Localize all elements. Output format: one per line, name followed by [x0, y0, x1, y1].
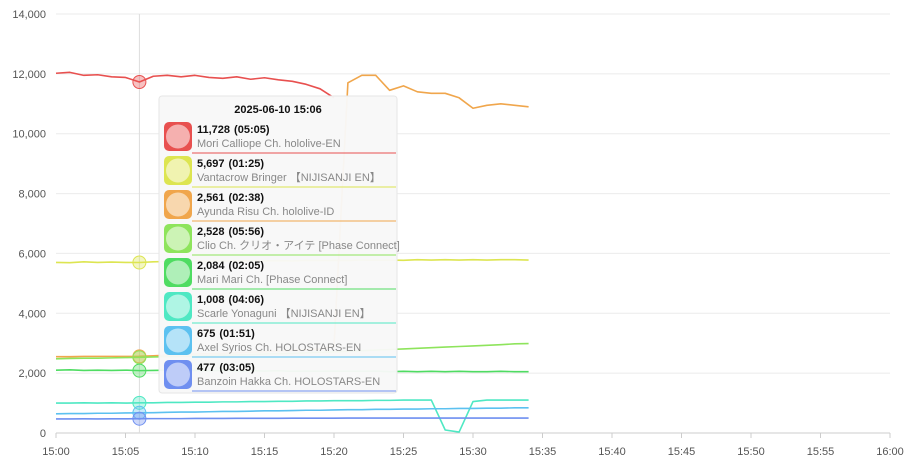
avatar-face: [166, 328, 190, 353]
tooltip-value-row: 2,084 (02:05): [197, 260, 264, 272]
tooltip-value-row: 1,008 (04:06): [197, 294, 264, 306]
tooltip-value: 11,728: [197, 124, 230, 136]
tooltip-value: 1,008: [197, 294, 225, 306]
tooltip-duration: (01:51): [219, 328, 255, 340]
tooltip-duration: (01:25): [229, 158, 265, 170]
x-tick-label: 15:20: [320, 446, 348, 458]
y-tick-label: 2,000: [18, 368, 46, 380]
hover-marker: [132, 350, 147, 365]
tooltip-name: Mari Mari Ch. [Phase Connect]: [197, 274, 347, 286]
tooltip-value: 2,561: [197, 192, 225, 204]
x-tick-label: 15:10: [181, 446, 209, 458]
tooltip-value: 675: [197, 328, 215, 340]
x-tick-label: 15:00: [42, 446, 70, 458]
tooltip-name: Mori Calliope Ch. hololive-EN: [197, 138, 341, 150]
series-line: [55, 71, 335, 99]
tooltip-value-row: 11,728 (05:05): [197, 124, 270, 136]
tooltip-name: Ayunda Risu Ch. hololive-ID: [197, 206, 334, 218]
x-tick-label: 15:35: [529, 446, 557, 458]
tooltip-duration: (04:06): [229, 294, 265, 306]
hover-marker: [132, 255, 147, 270]
x-tick-label: 15:15: [251, 446, 279, 458]
x-tick-label: 15:30: [459, 446, 487, 458]
avatar-face: [166, 158, 190, 183]
x-tick-label: 15:05: [112, 446, 140, 458]
x-tick-label: 15:40: [598, 446, 626, 458]
x-tick-label: 15:45: [668, 446, 696, 458]
avatar-face: [166, 294, 190, 319]
x-tick-label: 15:50: [737, 446, 765, 458]
tooltip-value: 5,697: [197, 158, 225, 170]
avatar-face: [166, 226, 190, 251]
y-tick-label: 12,000: [12, 69, 46, 81]
y-tick-label: 6,000: [18, 248, 46, 260]
tooltip-title: 2025-06-10 15:06: [234, 104, 321, 116]
hover-marker: [132, 363, 147, 378]
y-tick-label: 8,000: [18, 189, 46, 201]
tooltip-value-row: 675 (01:51): [197, 328, 255, 340]
y-tick-label: 14,000: [12, 9, 46, 21]
tooltip-duration: (02:38): [229, 192, 265, 204]
hover-marker: [132, 74, 147, 89]
series-line: [55, 407, 529, 415]
hover-marker: [132, 395, 147, 410]
tooltip-value-row: 5,697 (01:25): [197, 158, 264, 170]
x-tick-label: 16:00: [876, 446, 904, 458]
tooltip-value: 477: [197, 362, 215, 374]
tooltip: 2025-06-10 15:06 11,728 (05:05) Mori Callio…: [158, 95, 400, 394]
avatar-face: [166, 362, 190, 387]
tooltip-value: 2,528: [197, 226, 225, 238]
tooltip-name: Vantacrow Bringer 【NIJISANJI EN】: [197, 171, 381, 184]
avatar-face: [166, 192, 190, 217]
tooltip-duration: (02:05): [229, 260, 265, 272]
grid: 0 2,000 4,000 6,000 8,000 10,000 12,000 14,000 1…: [12, 9, 903, 458]
tooltip-value: 2,084: [197, 260, 225, 272]
tooltip-name: Scarle Yonaguni 【NIJISANJI EN】: [197, 307, 371, 320]
tooltip-name: Axel Syrios Ch. HOLOSTARS-EN: [197, 342, 361, 354]
tooltip-value-row: 477 (03:05): [197, 362, 255, 374]
tooltip-duration: (03:05): [219, 362, 255, 374]
y-tick-label: 0: [40, 428, 46, 440]
tooltip-name: Clio Ch. クリオ・アイテ [Phase Connect]: [197, 239, 400, 252]
avatar-face: [166, 124, 190, 149]
tooltip-value-row: 2,528 (05:56): [197, 226, 264, 238]
avatar-face: [166, 260, 190, 285]
tooltip-box: [158, 95, 398, 394]
tooltip-duration: (05:56): [229, 226, 265, 238]
series-line: [56, 399, 529, 433]
y-tick-label: 4,000: [18, 308, 46, 320]
tooltip-value-row: 2,561 (02:38): [197, 192, 264, 204]
tooltip-duration: (05:05): [234, 124, 270, 136]
tooltip-name: Banzoin Hakka Ch. HOLOSTARS-EN: [197, 376, 380, 388]
x-tick-label: 15:55: [807, 446, 835, 458]
x-tick-label: 15:25: [390, 446, 418, 458]
hover-marker: [132, 411, 147, 426]
y-tick-label: 10,000: [12, 129, 46, 141]
series-line: [56, 417, 529, 420]
